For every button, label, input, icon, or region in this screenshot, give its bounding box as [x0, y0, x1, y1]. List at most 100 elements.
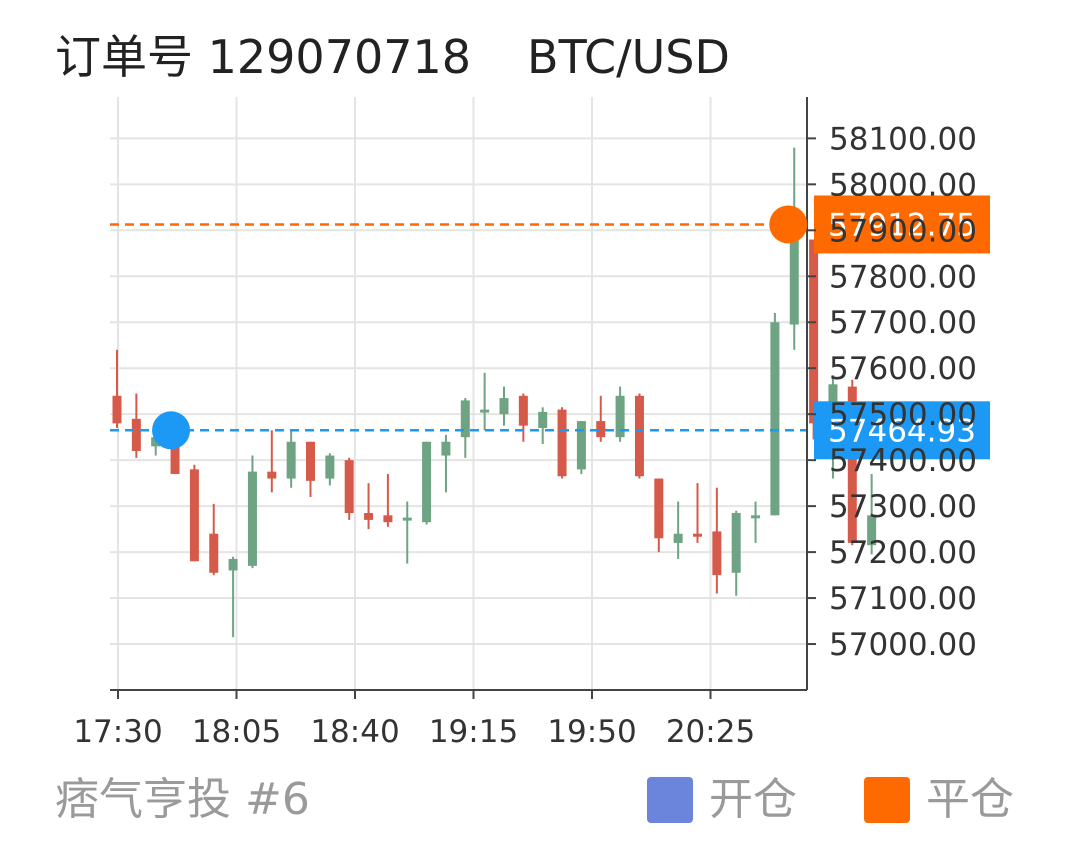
candle-body [364, 513, 374, 520]
candle-body [654, 478, 664, 539]
candle-body [712, 531, 722, 576]
entry-marker [152, 411, 191, 450]
candle [596, 395, 606, 442]
legend-close-swatch [864, 777, 910, 823]
y-tick-label: 57000.00 [829, 627, 977, 663]
candle-body [247, 471, 257, 566]
candle-body [480, 409, 490, 413]
entry-price-label: 57464.93 [828, 413, 976, 449]
candle-body [383, 515, 393, 523]
grid-lines [110, 97, 807, 690]
candle [615, 386, 625, 442]
x-tick-label: 17:30 [73, 714, 162, 750]
candle [460, 398, 470, 458]
candle [112, 349, 122, 428]
candle-body [538, 411, 548, 428]
candle-body [576, 421, 586, 470]
trading-pair: BTC/USD [527, 30, 730, 84]
x-tick-label: 20:25 [666, 714, 755, 750]
candle [789, 147, 799, 350]
candle-body [189, 469, 199, 562]
y-tick-label: 58100.00 [829, 121, 977, 157]
y-tick-label: 57700.00 [829, 305, 977, 341]
exit-price-label: 57912.75 [828, 207, 976, 243]
candle [751, 501, 761, 543]
candle-body [170, 441, 180, 474]
candle-body [615, 395, 625, 438]
candle [731, 510, 741, 596]
candle-body [596, 421, 606, 438]
candle [770, 313, 780, 516]
candles [112, 147, 877, 638]
y-tick-label: 57400.00 [829, 443, 977, 479]
axes: 57000.00 57100.00 57200.00 57300.00 57400.00… [73, 97, 977, 750]
candle-body [402, 517, 412, 521]
legend-open-swatch [647, 777, 693, 823]
y-tick-label: 57100.00 [829, 581, 977, 617]
x-tick-label: 18:05 [192, 714, 281, 750]
candle-body [325, 455, 335, 479]
chart-title: 订单号 129070718 BTC/USD [55, 22, 730, 92]
candle [228, 556, 238, 638]
candle-body [867, 515, 877, 546]
candle [499, 386, 509, 426]
legend-open: 开仓 [647, 765, 797, 835]
candle [557, 407, 567, 479]
candle [422, 441, 432, 525]
x-tick-label: 18:40 [310, 714, 399, 750]
candle-body [518, 395, 528, 426]
candle-body [789, 230, 799, 325]
exit-price-tag [814, 195, 990, 254]
candle [441, 434, 451, 493]
legend-close-label: 平仓 [926, 774, 1014, 825]
candle-body [286, 441, 296, 479]
candle-body [267, 471, 277, 479]
entry-price-tag [814, 401, 990, 460]
candle-body [344, 460, 354, 514]
candle [325, 453, 335, 486]
y-tick-label: 57600.00 [829, 351, 977, 387]
candle [634, 393, 644, 479]
order-number: 订单号 129070718 [55, 30, 472, 84]
candle [383, 473, 393, 527]
candle [344, 457, 354, 520]
candle-body [847, 386, 857, 543]
exit-marker [769, 205, 808, 244]
candle-body [422, 441, 432, 523]
candle-body [499, 398, 509, 415]
candle-body [151, 437, 161, 447]
candle [712, 487, 722, 594]
candle [209, 503, 219, 576]
candle-body [131, 418, 141, 451]
legend-open-label: 开仓 [709, 774, 797, 825]
candle [306, 441, 315, 497]
y-tick-label: 57800.00 [829, 259, 977, 295]
candle-body [441, 441, 451, 456]
candle [267, 430, 277, 493]
candle-body [770, 322, 780, 516]
candle [402, 501, 412, 564]
candle [189, 464, 199, 562]
candle-body [693, 533, 702, 537]
y-tick-label: 57300.00 [829, 489, 977, 525]
y-tick-label: 57200.00 [829, 535, 977, 571]
candle-body [112, 395, 122, 424]
candle-body [731, 513, 741, 573]
trade-markers [152, 205, 808, 450]
candle [809, 239, 819, 440]
candle-body [673, 533, 683, 543]
candle [131, 393, 141, 458]
price-lines: 57464.93 57912.75 [110, 195, 990, 460]
candle-body [809, 239, 819, 424]
legend-close: 平仓 [864, 765, 1014, 835]
y-tick-label: 57500.00 [829, 397, 977, 433]
strategy-name: 痞气亨投 #6 [55, 774, 310, 825]
candle [538, 407, 548, 445]
y-tick-label: 58000.00 [829, 167, 977, 203]
y-tick-label: 57900.00 [829, 213, 977, 249]
candle [693, 483, 702, 543]
candle [518, 393, 528, 442]
candle-body [306, 441, 315, 481]
candle [654, 478, 664, 553]
